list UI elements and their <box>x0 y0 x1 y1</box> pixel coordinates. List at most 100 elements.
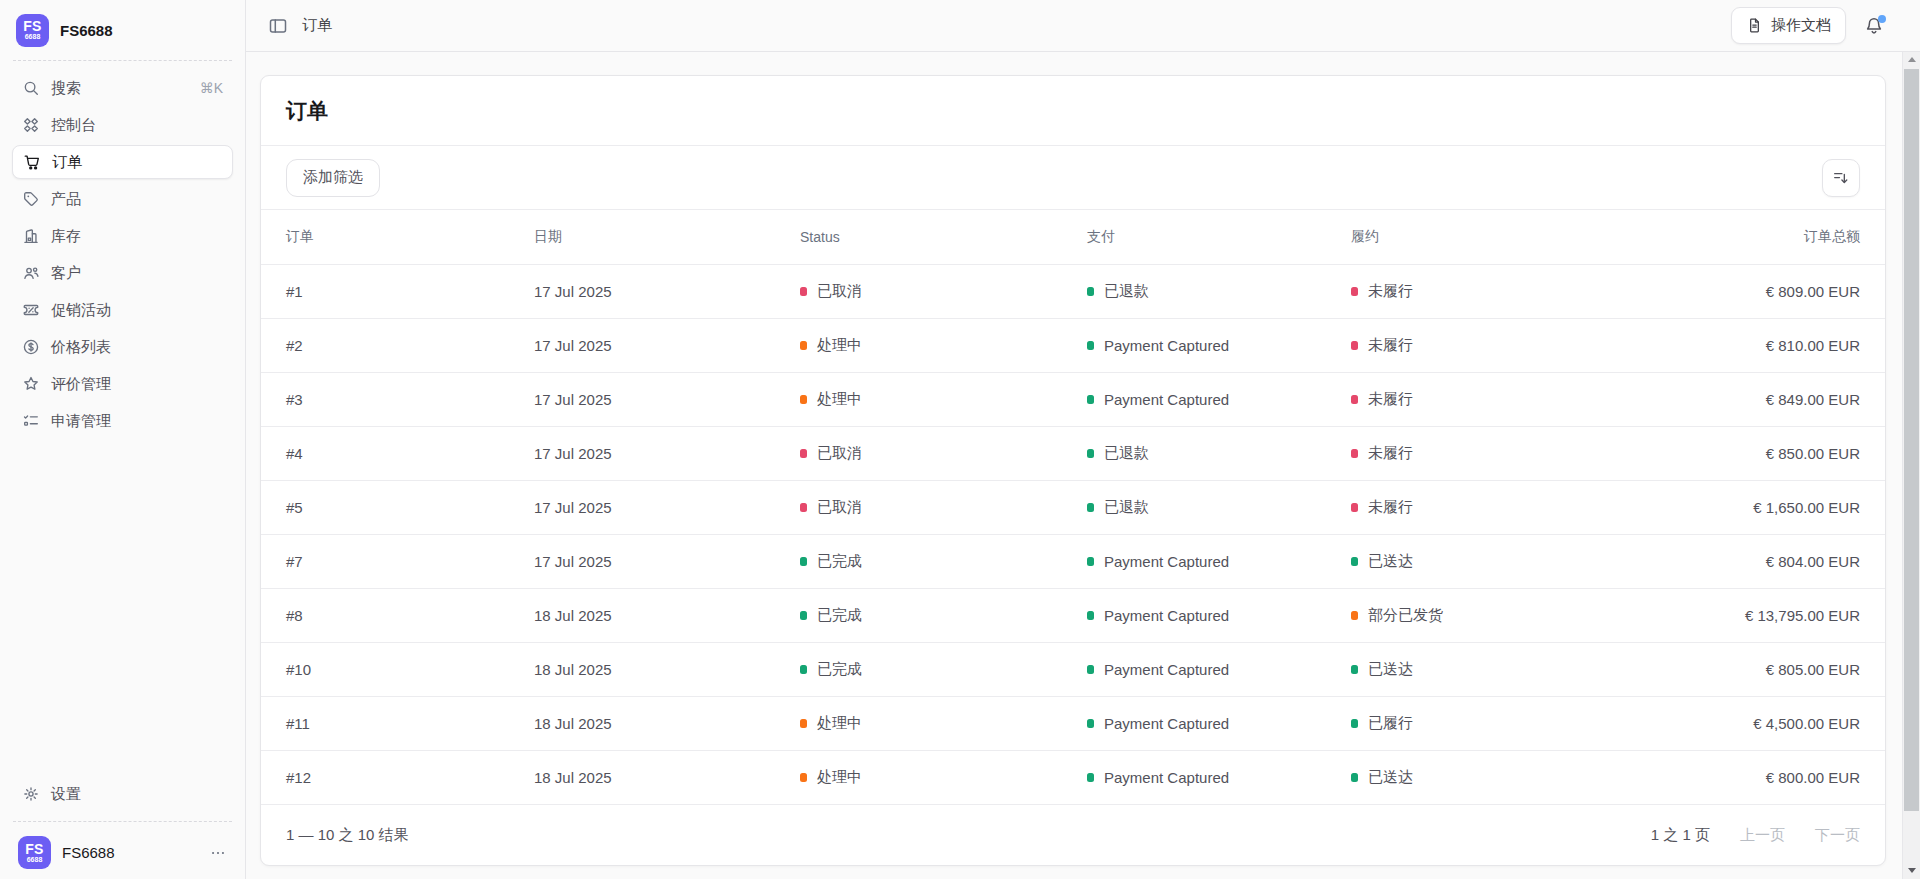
sidebar-item-promotions[interactable]: 促销活动 <box>12 293 233 327</box>
notifications-button[interactable] <box>1864 16 1884 36</box>
order-date: 18 Jul 2025 <box>534 607 800 624</box>
workspace-switcher[interactable]: FS 6688 FS6688 <box>0 0 245 60</box>
orders-card: 订单 添加筛选 订单 日期 Status 支付 履约 订单总额 <box>260 75 1886 866</box>
add-filter-button[interactable]: 添加筛选 <box>286 159 380 197</box>
panel-toggle-icon[interactable] <box>268 16 288 36</box>
order-status: 处理中 <box>800 390 1087 409</box>
order-row[interactable]: #1118 Jul 2025处理中Payment Captured已履行€ 4,… <box>261 697 1885 751</box>
order-date: 17 Jul 2025 <box>534 337 800 354</box>
payment-dot <box>1087 611 1094 620</box>
order-date: 17 Jul 2025 <box>534 391 800 408</box>
page-indicator: 1 之 1 页 <box>1651 826 1710 845</box>
sidebar-item-label: 评价管理 <box>51 375 111 394</box>
status-label: 处理中 <box>817 390 862 409</box>
order-row[interactable]: #1018 Jul 2025已完成Payment Captured已送达€ 80… <box>261 643 1885 697</box>
order-row[interactable]: #1218 Jul 2025处理中Payment Captured已送达€ 80… <box>261 751 1885 805</box>
status-dot <box>800 503 807 512</box>
order-date: 17 Jul 2025 <box>534 499 800 516</box>
scroll-down-arrow-icon[interactable] <box>1903 868 1920 873</box>
fulfillment-status: 未履行 <box>1351 390 1650 409</box>
status-label: 已完成 <box>817 660 862 679</box>
fulfillment-label: 未履行 <box>1368 444 1413 463</box>
gear-icon <box>22 785 40 803</box>
avatar-subtext: 6688 <box>25 33 41 40</box>
order-row[interactable]: #818 Jul 2025已完成Payment Captured部分已发货€ 1… <box>261 589 1885 643</box>
payment-status: Payment Captured <box>1087 337 1351 354</box>
order-row[interactable]: #317 Jul 2025处理中Payment Captured未履行€ 849… <box>261 373 1885 427</box>
payment-status: Payment Captured <box>1087 715 1351 732</box>
payment-status: 已退款 <box>1087 444 1351 463</box>
table-header: 订单 日期 Status 支付 履约 订单总额 <box>261 210 1885 265</box>
sort-descending-icon <box>1832 169 1850 187</box>
order-total: € 805.00 EUR <box>1650 661 1860 678</box>
search-shortcut: ⌘K <box>200 80 223 96</box>
sidebar-item-label: 价格列表 <box>51 338 111 357</box>
order-id: #2 <box>286 337 534 354</box>
order-date: 18 Jul 2025 <box>534 769 800 786</box>
main-area: 订单 操作文档 订单 添加筛选 <box>246 0 1920 879</box>
sidebar-item-inventory[interactable]: 库存 <box>12 219 233 253</box>
sidebar-item-settings[interactable]: 设置 <box>12 777 233 811</box>
fulfillment-dot <box>1351 719 1358 728</box>
sidebar-item-price-lists[interactable]: 价格列表 <box>12 330 233 364</box>
vertical-scrollbar[interactable] <box>1902 52 1920 879</box>
fulfillment-dot <box>1351 773 1358 782</box>
status-dot <box>800 773 807 782</box>
next-page-button[interactable]: 下一页 <box>1815 826 1860 845</box>
inventory-icon <box>22 227 40 245</box>
customers-icon <box>22 264 40 282</box>
sidebar-item-requests[interactable]: 申请管理 <box>12 404 233 438</box>
fulfillment-label: 未履行 <box>1368 498 1413 517</box>
order-total: € 1,650.00 EUR <box>1650 499 1860 516</box>
order-row[interactable]: #117 Jul 2025已取消已退款未履行€ 809.00 EUR <box>261 265 1885 319</box>
status-label: 处理中 <box>817 336 862 355</box>
avatar-text: FS <box>23 20 42 33</box>
payment-dot <box>1087 557 1094 566</box>
user-menu[interactable]: FS 6688 FS6688 <box>12 832 233 871</box>
orders-icon <box>23 153 41 171</box>
order-status: 已取消 <box>800 444 1087 463</box>
fulfillment-label: 未履行 <box>1368 282 1413 301</box>
app-window: FS 6688 FS6688 搜索 ⌘K 控制台订单产品库存客户促销活动价格列表… <box>0 0 1920 879</box>
column-status: Status <box>800 229 1087 245</box>
order-total: € 4,500.00 EUR <box>1650 715 1860 732</box>
docs-button[interactable]: 操作文档 <box>1731 7 1846 44</box>
sidebar-item-customers[interactable]: 客户 <box>12 256 233 290</box>
docs-button-label: 操作文档 <box>1771 16 1831 35</box>
scroll-up-arrow-icon[interactable] <box>1903 57 1920 62</box>
prev-page-button[interactable]: 上一页 <box>1740 826 1785 845</box>
status-dot <box>800 449 807 458</box>
sort-button[interactable] <box>1822 159 1860 197</box>
order-id: #3 <box>286 391 534 408</box>
status-dot <box>800 665 807 674</box>
ellipsis-icon[interactable] <box>209 844 227 862</box>
sidebar-item-orders[interactable]: 订单 <box>12 145 233 179</box>
payment-label: Payment Captured <box>1104 769 1229 786</box>
page-title: 订单 <box>286 97 328 125</box>
settings-label: 设置 <box>51 785 81 804</box>
sidebar-item-dashboard[interactable]: 控制台 <box>12 108 233 142</box>
payment-label: 已退款 <box>1104 282 1149 301</box>
document-icon <box>1746 17 1763 34</box>
fulfillment-dot <box>1351 395 1358 404</box>
order-row[interactable]: #417 Jul 2025已取消已退款未履行€ 850.00 EUR <box>261 427 1885 481</box>
fulfillment-dot <box>1351 611 1358 620</box>
sidebar-search[interactable]: 搜索 ⌘K <box>12 71 233 105</box>
payment-status: 已退款 <box>1087 498 1351 517</box>
filter-bar: 添加筛选 <box>261 146 1885 210</box>
order-row[interactable]: #217 Jul 2025处理中Payment Captured未履行€ 810… <box>261 319 1885 373</box>
order-row[interactable]: #717 Jul 2025已完成Payment Captured已送达€ 804… <box>261 535 1885 589</box>
column-total: 订单总额 <box>1650 228 1860 246</box>
payment-dot <box>1087 773 1094 782</box>
sidebar-item-reviews[interactable]: 评价管理 <box>12 367 233 401</box>
fulfillment-label: 未履行 <box>1368 390 1413 409</box>
fulfillment-status: 未履行 <box>1351 498 1650 517</box>
order-row[interactable]: #517 Jul 2025已取消已退款未履行€ 1,650.00 EUR <box>261 481 1885 535</box>
scrollbar-thumb[interactable] <box>1904 69 1919 811</box>
payment-status: Payment Captured <box>1087 553 1351 570</box>
sidebar-item-products[interactable]: 产品 <box>12 182 233 216</box>
avatar-text: FS <box>25 843 44 856</box>
fulfillment-dot <box>1351 287 1358 296</box>
status-label: 已取消 <box>817 444 862 463</box>
payment-dot <box>1087 719 1094 728</box>
